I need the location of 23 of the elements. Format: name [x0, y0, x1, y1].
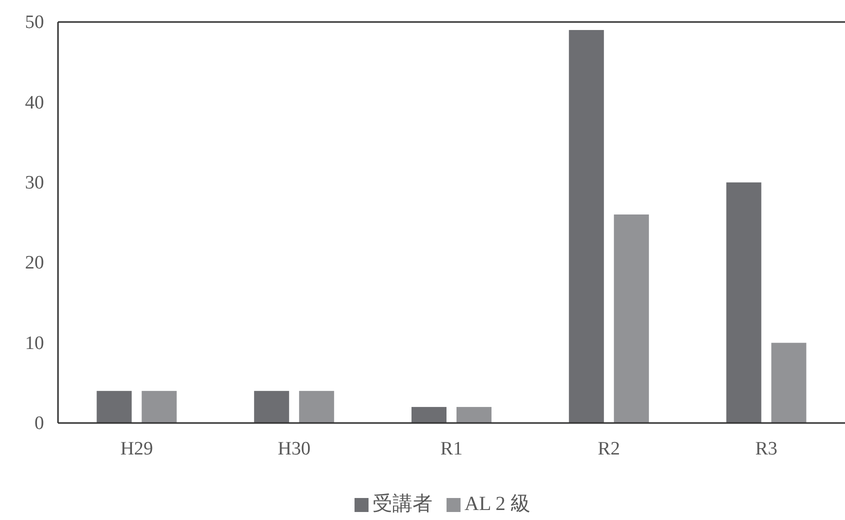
bar	[96, 390, 132, 423]
bar	[568, 30, 604, 423]
bar	[771, 342, 806, 423]
x-tick-label: H30	[278, 438, 310, 460]
bar	[412, 406, 446, 423]
bar	[142, 390, 177, 423]
y-tick-label: 50	[25, 12, 44, 34]
bar	[614, 214, 649, 423]
y-tick-label: 10	[25, 332, 44, 354]
legend-label: 受講者	[372, 493, 433, 515]
y-tick-label: 30	[25, 172, 44, 194]
y-tick-label: 20	[25, 252, 44, 274]
y-tick-label: 40	[25, 92, 44, 114]
x-tick-label: R3	[755, 438, 778, 460]
bar	[299, 390, 334, 423]
bar	[254, 390, 290, 423]
x-tick-label: H29	[120, 438, 154, 460]
bar	[456, 406, 492, 423]
y-tick-label: 0	[34, 413, 44, 434]
bar	[726, 182, 762, 423]
x-tick-label: R2	[598, 438, 620, 460]
x-tick-label: R1	[440, 438, 463, 460]
legend-label: AL 2 級	[464, 493, 530, 515]
